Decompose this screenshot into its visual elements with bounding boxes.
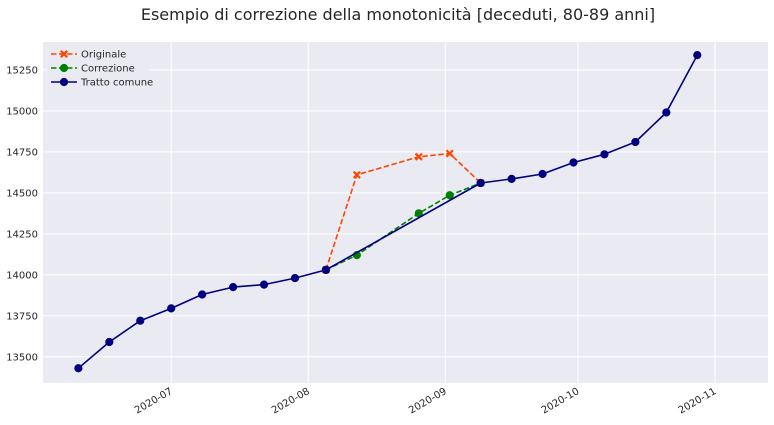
y-tick-label: 15250 bbox=[6, 65, 38, 76]
data-point bbox=[476, 178, 485, 188]
data-point bbox=[259, 280, 269, 289]
data-point bbox=[414, 152, 423, 161]
chart-title: Esempio di correzione della monotonicità… bbox=[141, 5, 655, 24]
legend-marker bbox=[59, 77, 69, 87]
data-point bbox=[228, 282, 238, 292]
legend-item: Originale bbox=[51, 50, 126, 61]
data-point bbox=[631, 137, 640, 147]
data-point bbox=[662, 108, 671, 117]
data-point bbox=[352, 170, 361, 179]
legend-label: Originale bbox=[81, 50, 126, 61]
legend: Originale Correzione Tratto comune bbox=[47, 46, 153, 92]
plot-area bbox=[43, 42, 768, 383]
x-tick-label: 2020-08 bbox=[270, 386, 312, 416]
x-tick-label: 2020-11 bbox=[677, 386, 719, 416]
y-tick-label: 14250 bbox=[6, 229, 38, 240]
y-tick-label: 14500 bbox=[6, 188, 38, 199]
y-tick-label: 15000 bbox=[6, 106, 38, 117]
data-point bbox=[321, 265, 331, 274]
x-tick-label: 2020-10 bbox=[540, 386, 582, 416]
y-tick-label: 14750 bbox=[6, 147, 38, 158]
grid bbox=[43, 42, 768, 383]
data-point bbox=[600, 150, 609, 159]
data-point bbox=[290, 273, 300, 283]
data-point bbox=[167, 304, 176, 313]
legend-label: Tratto comune bbox=[80, 78, 153, 89]
legend-marker bbox=[60, 50, 68, 58]
y-tick-label: 13750 bbox=[6, 311, 38, 322]
legend-label: Correzione bbox=[81, 64, 135, 75]
x-tick-label: 2020-07 bbox=[133, 386, 175, 416]
data-point bbox=[507, 174, 516, 183]
legend-item: Tratto comune bbox=[51, 78, 153, 89]
legend-box bbox=[47, 46, 149, 92]
data-point bbox=[136, 316, 145, 325]
data-point bbox=[569, 158, 578, 167]
data-point bbox=[538, 169, 547, 179]
legend-item: Correzione bbox=[51, 64, 135, 75]
x-axis: 2020-07 2020-08 2020-09 2020-10 2020-11 bbox=[133, 386, 718, 416]
y-tick-label: 13500 bbox=[6, 352, 38, 363]
series-tratto-comune bbox=[74, 51, 702, 373]
x-tick-label: 2020-09 bbox=[407, 386, 449, 416]
data-point bbox=[74, 364, 83, 373]
data-point bbox=[445, 149, 454, 158]
y-tick-label: 14000 bbox=[6, 270, 38, 281]
legend-marker bbox=[59, 63, 69, 73]
series-layer bbox=[74, 51, 702, 373]
data-point bbox=[198, 290, 207, 299]
data-point bbox=[445, 191, 454, 200]
data-point bbox=[105, 337, 114, 347]
y-axis: 13500 13750 14000 14250 14500 14750 15000 15250 bbox=[6, 65, 38, 363]
data-point bbox=[693, 51, 702, 60]
